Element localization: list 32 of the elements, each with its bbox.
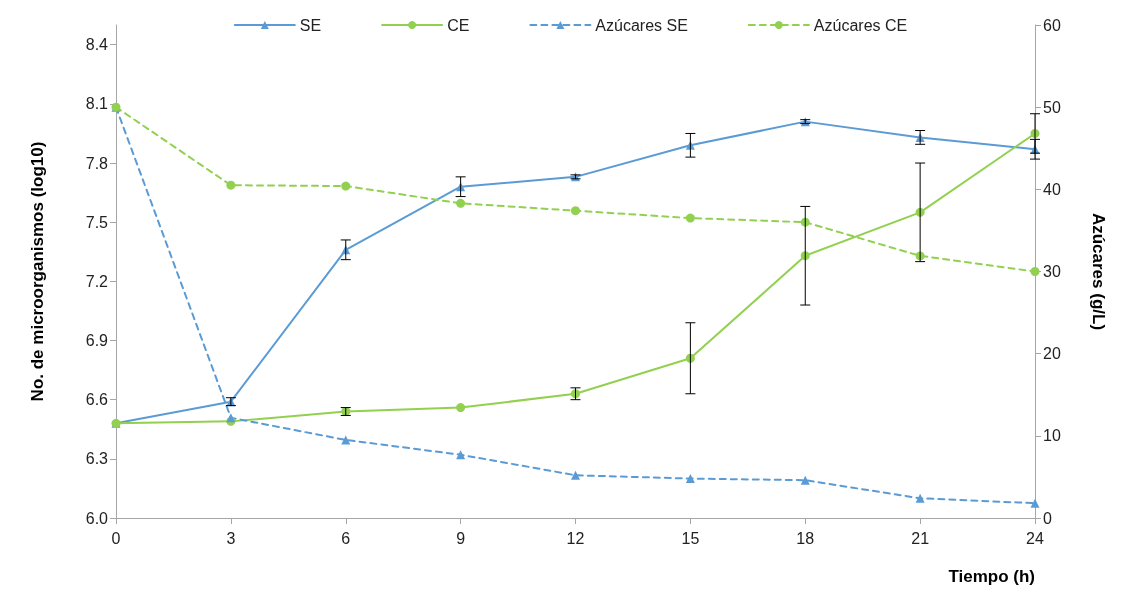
x-tick-label: 15 xyxy=(681,529,700,547)
x-tick-label: 9 xyxy=(456,529,466,547)
y-tick-label: 6.0 xyxy=(85,509,109,527)
legend-label: SE xyxy=(299,16,322,34)
y-tick-label: 6.3 xyxy=(85,450,109,468)
legend-label: Azúcares CE xyxy=(813,16,908,34)
y-tick-label: 8.1 xyxy=(85,95,109,113)
y2-tick-label: 50 xyxy=(1043,98,1061,116)
x-tick-label: 24 xyxy=(1026,529,1044,547)
y2-tick-label: 60 xyxy=(1043,16,1061,34)
y2-tick-label: 40 xyxy=(1043,180,1061,198)
x-tick-label: 3 xyxy=(226,529,236,547)
y-axis-title: No. de microorganismos (log10) xyxy=(28,141,47,402)
y2-tick-label: 20 xyxy=(1043,345,1061,363)
x-tick-label: 6 xyxy=(341,529,351,547)
y-tick-label: 8.4 xyxy=(85,36,109,54)
y2-tick-label: 30 xyxy=(1043,263,1061,280)
x-tick-label: 0 xyxy=(111,529,121,547)
y2-tick-label: 0 xyxy=(1043,509,1052,527)
y-tick-label: 7.5 xyxy=(85,213,109,231)
y-tick-label: 7.2 xyxy=(85,272,109,290)
y2-axis-title: Azúcares (g/L) xyxy=(1089,212,1108,331)
x-tick-label: 21 xyxy=(911,529,930,547)
x-tick-label: 12 xyxy=(566,529,585,547)
x-axis-title: Tiempo (h) xyxy=(948,567,1035,586)
y-tick-label: 6.6 xyxy=(85,391,109,409)
y2-tick-label: 10 xyxy=(1043,427,1061,445)
x-tick-label: 18 xyxy=(796,529,815,547)
y-tick-label: 7.8 xyxy=(85,154,109,172)
legend-label: Azúcares SE xyxy=(595,16,688,34)
y-tick-label: 6.9 xyxy=(85,332,109,350)
legend-label: CE xyxy=(447,16,470,34)
